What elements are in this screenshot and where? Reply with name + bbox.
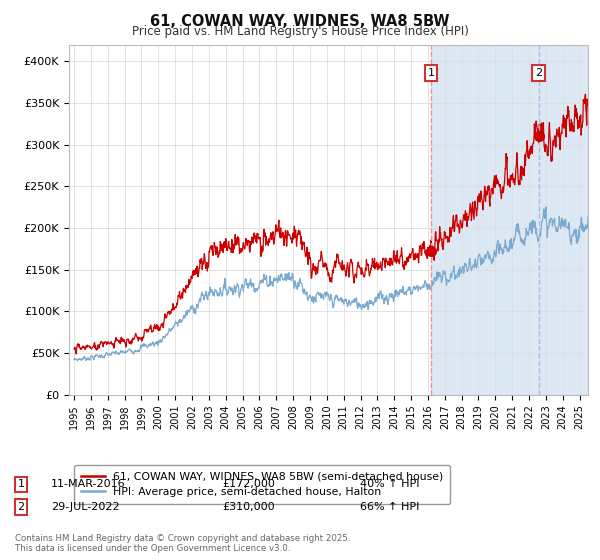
Text: £310,000: £310,000	[222, 502, 275, 512]
Text: £172,000: £172,000	[222, 479, 275, 489]
Text: Contains HM Land Registry data © Crown copyright and database right 2025.
This d: Contains HM Land Registry data © Crown c…	[15, 534, 350, 553]
Text: 61, COWAN WAY, WIDNES, WA8 5BW: 61, COWAN WAY, WIDNES, WA8 5BW	[150, 14, 450, 29]
Text: 1: 1	[17, 479, 25, 489]
Legend: 61, COWAN WAY, WIDNES, WA8 5BW (semi-detached house), HPI: Average price, semi-d: 61, COWAN WAY, WIDNES, WA8 5BW (semi-det…	[74, 465, 450, 504]
Text: 1: 1	[428, 68, 434, 78]
Text: Price paid vs. HM Land Registry's House Price Index (HPI): Price paid vs. HM Land Registry's House …	[131, 25, 469, 38]
Text: 66% ↑ HPI: 66% ↑ HPI	[360, 502, 419, 512]
Text: 29-JUL-2022: 29-JUL-2022	[51, 502, 119, 512]
Text: 11-MAR-2016: 11-MAR-2016	[51, 479, 125, 489]
Text: 2: 2	[535, 68, 542, 78]
Bar	[431, 45, 588, 395]
Text: 40% ↑ HPI: 40% ↑ HPI	[360, 479, 419, 489]
Text: 2: 2	[17, 502, 25, 512]
